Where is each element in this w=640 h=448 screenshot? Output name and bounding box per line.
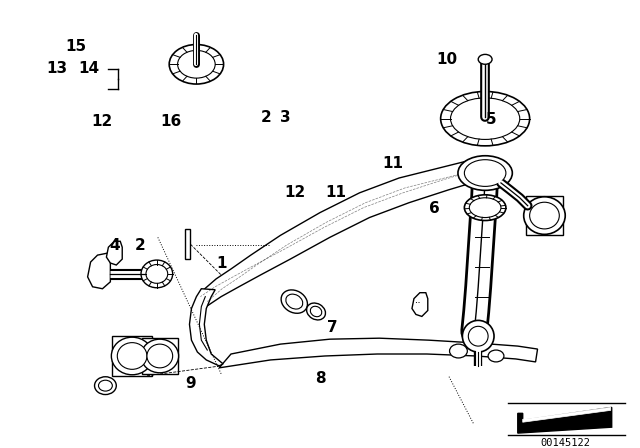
Text: 5: 5 — [486, 112, 496, 127]
Polygon shape — [113, 336, 152, 376]
Text: 00145122: 00145122 — [540, 438, 590, 448]
Text: 9: 9 — [185, 376, 196, 391]
Ellipse shape — [111, 337, 153, 375]
Text: 13: 13 — [47, 61, 68, 76]
Ellipse shape — [286, 294, 303, 309]
Text: 3: 3 — [280, 110, 291, 125]
Text: 8: 8 — [315, 371, 325, 386]
Ellipse shape — [141, 339, 179, 373]
Text: 2: 2 — [134, 238, 145, 254]
Ellipse shape — [147, 344, 173, 368]
Polygon shape — [518, 407, 612, 433]
Text: 15: 15 — [66, 39, 87, 54]
Circle shape — [462, 320, 494, 352]
Ellipse shape — [458, 156, 513, 190]
Ellipse shape — [478, 54, 492, 64]
Ellipse shape — [281, 290, 307, 313]
Polygon shape — [142, 338, 178, 374]
Polygon shape — [219, 338, 538, 368]
Ellipse shape — [178, 51, 215, 78]
Ellipse shape — [449, 344, 467, 358]
Ellipse shape — [488, 350, 504, 362]
Polygon shape — [412, 293, 428, 316]
Ellipse shape — [141, 260, 173, 288]
Polygon shape — [523, 407, 611, 422]
Ellipse shape — [469, 198, 501, 218]
Text: 11: 11 — [382, 156, 403, 172]
Ellipse shape — [524, 197, 565, 234]
Ellipse shape — [465, 195, 506, 220]
Circle shape — [468, 326, 488, 346]
Text: 16: 16 — [161, 114, 182, 129]
Ellipse shape — [307, 303, 326, 320]
Polygon shape — [525, 196, 563, 235]
Text: 1: 1 — [217, 256, 227, 271]
Ellipse shape — [99, 380, 113, 391]
Polygon shape — [202, 158, 488, 306]
Ellipse shape — [530, 202, 559, 229]
Polygon shape — [184, 229, 191, 259]
Text: 6: 6 — [429, 201, 439, 215]
Text: 4: 4 — [109, 238, 120, 254]
Ellipse shape — [440, 91, 530, 146]
Text: 7: 7 — [327, 320, 338, 335]
Ellipse shape — [95, 377, 116, 395]
Ellipse shape — [310, 306, 322, 317]
Text: 14: 14 — [79, 61, 100, 76]
Text: 11: 11 — [325, 185, 346, 200]
Text: 2: 2 — [261, 110, 271, 125]
Ellipse shape — [465, 159, 506, 186]
Text: 12: 12 — [91, 114, 112, 129]
Text: 10: 10 — [436, 52, 457, 67]
Ellipse shape — [146, 264, 168, 283]
Polygon shape — [106, 241, 122, 265]
Ellipse shape — [169, 44, 223, 84]
Ellipse shape — [117, 343, 147, 369]
Text: 12: 12 — [284, 185, 305, 200]
Ellipse shape — [451, 98, 520, 139]
Polygon shape — [189, 289, 223, 366]
Polygon shape — [88, 253, 110, 289]
